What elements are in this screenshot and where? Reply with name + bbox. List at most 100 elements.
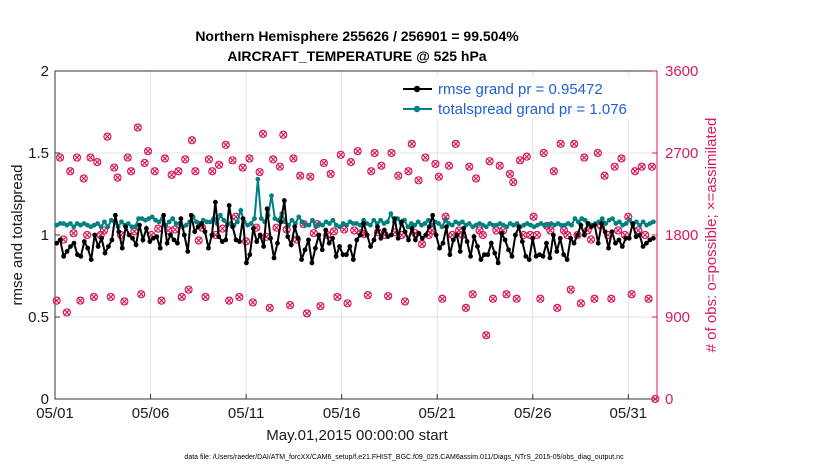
obs-possible-point <box>150 167 159 176</box>
y-tick-label-left: 0 <box>41 391 49 408</box>
obs-possible-point <box>225 296 234 305</box>
rmse-point <box>216 234 222 240</box>
obs-possible-point <box>103 132 112 141</box>
legend-box <box>398 77 656 119</box>
obs-assimilated-point <box>83 231 91 239</box>
footnote: data file: /Users/raeder/DAI/ATM_forcXX/… <box>184 454 624 461</box>
totalspread-point <box>71 224 77 230</box>
obs-assimilated-point <box>503 290 510 298</box>
obs-assimilated-point <box>131 227 138 235</box>
obs-possible-point <box>407 139 416 148</box>
obs-possible-point <box>69 229 78 238</box>
obs-possible-point <box>86 153 95 162</box>
rmse-point <box>526 257 532 262</box>
obs-assimilated-point <box>560 227 568 234</box>
obs-assimilated-point <box>56 154 64 161</box>
obs-assimilated-point <box>388 149 395 157</box>
rmse-point <box>540 253 546 259</box>
rmse-point <box>406 237 411 243</box>
obs-assimilated-point <box>256 168 264 176</box>
obs-assimilated-point <box>509 178 517 186</box>
obs-possible-point <box>488 294 498 303</box>
rmse-point <box>471 234 477 240</box>
obs-assimilated-point <box>465 163 473 171</box>
rmse-point <box>457 249 463 254</box>
obs-possible-point <box>285 301 295 310</box>
rmse-point <box>437 245 442 251</box>
rmse-point <box>499 230 505 236</box>
obs-possible-point <box>570 139 579 148</box>
obs-possible-point <box>563 230 572 240</box>
x-tick-label: 05/31 <box>610 405 648 422</box>
obs-assimilated-point <box>536 295 544 303</box>
rmse-point <box>326 240 332 246</box>
obs-possible-point <box>140 158 149 168</box>
rmse-point <box>547 255 553 261</box>
obs-possible-point <box>258 129 268 138</box>
obs-assimilated-point <box>205 155 213 163</box>
obs-possible-point <box>576 299 586 308</box>
rmse-point <box>123 224 129 230</box>
obs-assimilated-point <box>218 225 226 233</box>
obs-assimilated-point <box>110 164 118 172</box>
rmse-point <box>430 212 436 218</box>
rmse-point <box>575 232 580 238</box>
obs-assimilated-point <box>479 231 487 239</box>
rmse-point <box>116 229 122 235</box>
obs-assimilated-point <box>266 304 274 312</box>
obs-assimilated-point <box>364 291 372 299</box>
y-tick-label-right: 900 <box>665 309 690 326</box>
rmse-point <box>523 253 529 259</box>
rmse-point <box>416 230 422 236</box>
totalspread-point <box>610 216 615 222</box>
rmse-point <box>626 235 632 241</box>
obs-assimilated-point <box>90 293 98 301</box>
rmse-point <box>557 235 563 241</box>
obs-possible-point <box>478 230 487 240</box>
rmse-point <box>444 224 449 230</box>
obs-possible-point <box>228 156 237 165</box>
obs-assimilated-point <box>103 133 111 141</box>
legend: rmse grand pr = 0.95472 totalspread gran… <box>398 77 656 119</box>
rmse-point <box>106 244 111 249</box>
obs-assimilated-point <box>330 227 338 235</box>
obs-possible-point <box>394 171 403 180</box>
rmse-point <box>357 232 363 238</box>
rmse-point <box>488 240 494 246</box>
rmse-point <box>223 237 229 243</box>
rmse-point <box>450 237 456 243</box>
totalspread-point <box>183 222 189 228</box>
x-tick-label: 05/16 <box>323 405 361 422</box>
totalspread-point <box>422 221 428 226</box>
obs-possible-point <box>387 148 396 158</box>
obs-possible-point <box>106 292 115 302</box>
rmse-point <box>423 232 429 238</box>
totalspread-point <box>575 219 581 225</box>
obs-possible-point <box>204 155 213 164</box>
obs-assimilated-point <box>489 295 497 303</box>
y-tick-label-right: 3600 <box>665 63 698 80</box>
rmse-point <box>202 229 208 235</box>
obs-possible-point <box>539 148 548 158</box>
obs-possible-point <box>384 291 393 301</box>
rmse-point <box>350 257 356 262</box>
obs-assimilated-point <box>154 225 162 233</box>
obs-assimilated-point <box>246 155 253 162</box>
obs-possible-point <box>133 123 142 132</box>
totalspread-point <box>166 219 172 225</box>
obs-possible-point <box>607 294 616 303</box>
rmse-point <box>316 232 322 238</box>
obs-possible-point <box>238 163 247 172</box>
obs-possible-point <box>431 159 440 169</box>
obs-assimilated-point <box>496 162 504 170</box>
rmse-point <box>509 253 515 259</box>
obs-assimilated-point <box>486 157 494 165</box>
totalspread-point <box>633 219 639 225</box>
rmse-point <box>409 226 415 231</box>
rmse-point <box>230 224 236 230</box>
rmse-point <box>388 232 394 238</box>
rmse-point <box>578 222 584 228</box>
totalspread-point <box>439 224 445 230</box>
rmse-point <box>302 247 308 253</box>
